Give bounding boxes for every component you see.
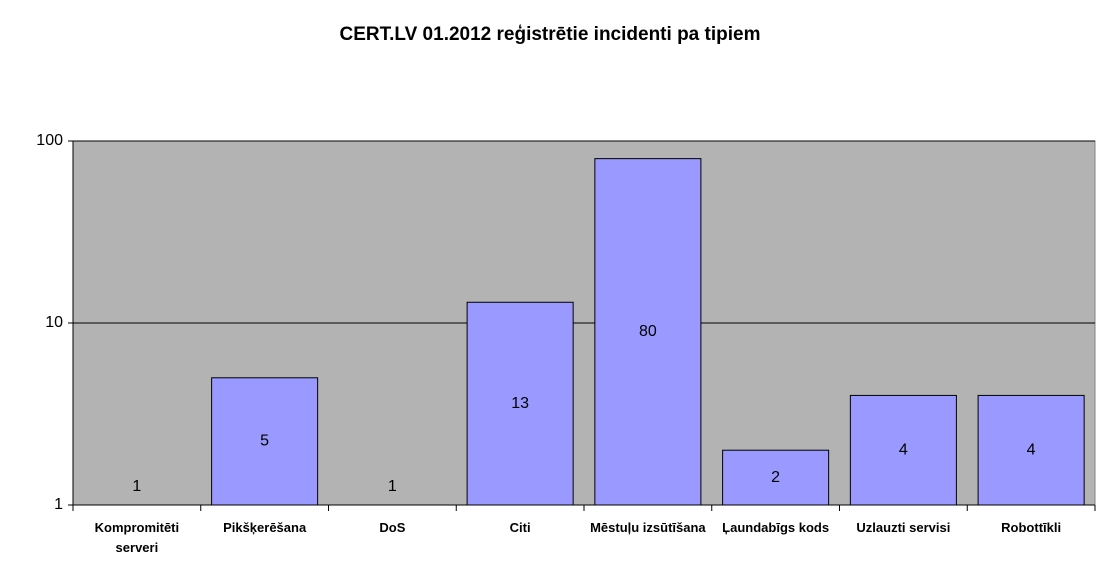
x-tick-label: Pikšķerēšana [223, 520, 307, 535]
value-label: 2 [771, 469, 780, 486]
value-label: 13 [511, 395, 529, 412]
x-tick-label: Kompromitēti serveri [94, 520, 180, 555]
value-label: 5 [260, 433, 269, 450]
x-tick-label: Ļaundabīgs kods [722, 520, 830, 535]
bar [594, 158, 702, 506]
x-tick-label: DoS [379, 520, 406, 535]
value-label: 80 [639, 323, 657, 340]
value-label: 4 [899, 441, 908, 458]
x-tick-label: Uzlauzti servisi [856, 520, 951, 535]
bar [466, 301, 574, 506]
y-tick-label: 1 [54, 496, 63, 513]
y-tick-label: 10 [45, 314, 63, 331]
bar [722, 449, 830, 506]
chart-title: CERT.LV 01.2012 reģistrētie incidenti pa… [340, 24, 761, 45]
x-tick-label: Citi [509, 520, 531, 535]
x-tick-label: Mēstuļu izsūtīšana [590, 520, 706, 535]
y-tick-label: 100 [36, 132, 63, 149]
value-label: 1 [132, 478, 141, 495]
bar [977, 394, 1085, 506]
bar [849, 394, 957, 506]
value-label: 1 [388, 478, 397, 495]
x-tick-label: Robottīkli [1001, 520, 1062, 535]
bar [211, 377, 319, 506]
value-label: 4 [1027, 441, 1036, 458]
